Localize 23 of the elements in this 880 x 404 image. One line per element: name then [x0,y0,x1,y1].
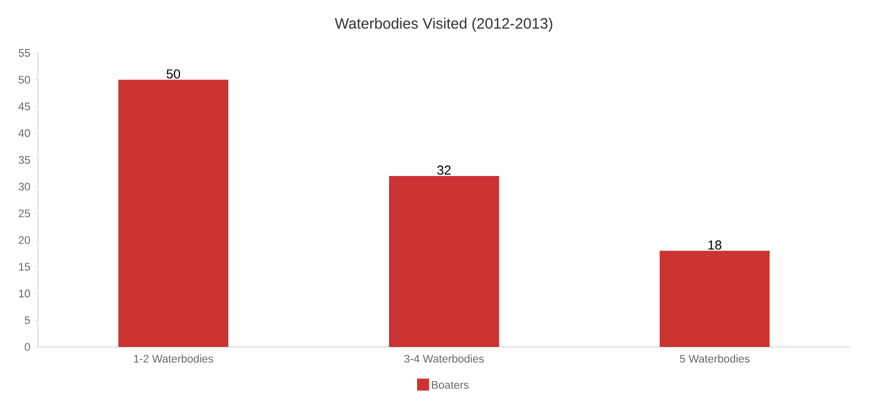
x-tick-label: 1-2 Waterbodies [134,354,214,363]
y-tick-label: 25 [18,209,30,218]
data-label: 18 [708,240,722,250]
y-tick-label: 15 [19,262,30,271]
bar [118,80,228,347]
x-tick-label: 3-4 Waterbodies [404,354,484,363]
x-tick-label: 5 Waterbodies [680,354,750,363]
y-tick-label: 30 [18,182,30,191]
y-tick-label: 10 [19,290,30,298]
y-tick-label: 55 [18,49,30,57]
y-tick-label: 35 [18,156,30,164]
data-label: 50 [166,69,180,79]
legend-label: Boaters [432,381,469,389]
y-tick-label: 5 [24,316,30,324]
chart-title: Waterbodies Visited (2012-2013) [334,18,552,32]
bar [660,250,770,347]
y-tick-label: 45 [18,102,30,110]
y-tick-label: 0 [24,343,30,351]
y-tick-label: 50 [18,76,30,84]
y-tick-label: 40 [18,129,30,138]
data-label: 32 [437,166,451,175]
y-tick-label: 20 [18,236,30,244]
bar [389,176,500,347]
